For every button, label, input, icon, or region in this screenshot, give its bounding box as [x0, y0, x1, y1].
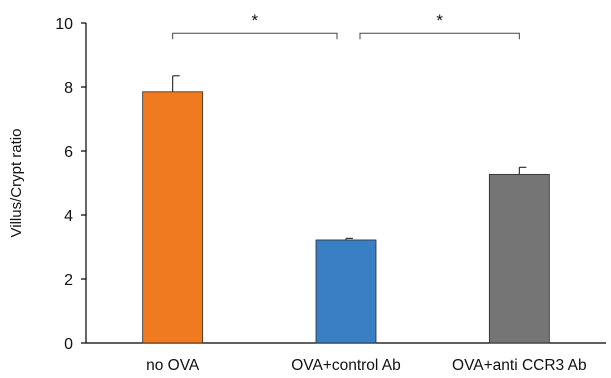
significance-bracket [172, 32, 338, 40]
significance-brackets: * * [172, 11, 520, 40]
y-tick-label: 10 [55, 16, 73, 33]
y-axis-title: Villus/Crypt ratio [8, 129, 25, 238]
bars [142, 91, 550, 344]
x-category-label: OVA+control Ab [291, 357, 401, 374]
y-tick-label: 8 [64, 80, 73, 97]
significance-marker: * [436, 11, 443, 30]
significance-bracket [359, 32, 520, 40]
x-tick-labels: no OVA OVA+control Ab OVA+anti CCR3 Ab [146, 357, 587, 374]
x-category-label: OVA+anti CCR3 Ab [452, 357, 587, 374]
error-bars [172, 75, 527, 240]
y-tick-label: 0 [64, 336, 73, 353]
significance-marker: * [252, 11, 259, 30]
y-ticks: 0 2 4 6 8 10 [55, 16, 86, 353]
x-category-label: no OVA [146, 357, 200, 374]
y-tick-label: 6 [64, 144, 73, 161]
bar [315, 239, 377, 344]
bar [488, 173, 550, 344]
bar [142, 91, 204, 344]
y-tick-label: 4 [64, 208, 73, 225]
y-tick-label: 2 [64, 272, 73, 289]
